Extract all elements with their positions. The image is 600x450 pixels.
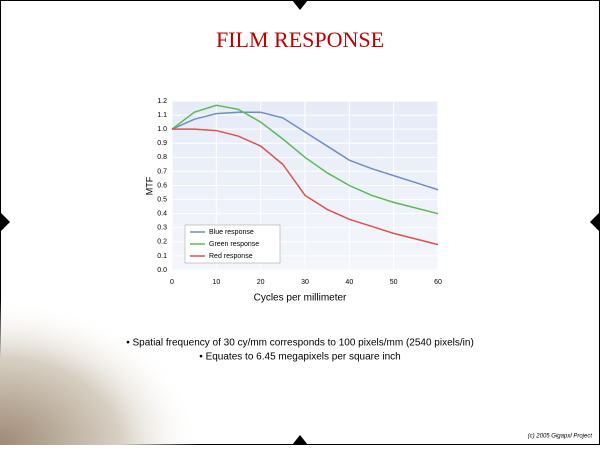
y-tick-label: 0.4 — [157, 211, 167, 218]
y-tick-label: 0.3 — [157, 225, 167, 232]
y-tick-label: 0.1 — [157, 253, 167, 260]
x-tick-label: 50 — [390, 279, 398, 286]
y-tick-label: 0.8 — [157, 154, 167, 161]
x-tick-label: 20 — [257, 279, 265, 286]
y-tick-label: 0.6 — [157, 182, 167, 189]
x-tick-label: 10 — [212, 279, 220, 286]
y-tick-label: 1.0 — [157, 126, 167, 133]
bullet: • Equates to 6.45 megapixels per square … — [199, 352, 400, 363]
legend-label: Blue response — [209, 229, 254, 236]
x-tick-label: 0 — [170, 279, 174, 286]
bullet: • Spatial frequency of 30 cy/mm correspo… — [126, 338, 474, 349]
x-tick-label: 40 — [345, 279, 353, 286]
footer: (c) 2005 Gigapxl Project — [528, 434, 593, 440]
slide-title: FILM RESPONSE — [216, 27, 384, 52]
x-axis-label: Cycles per millimeter — [254, 293, 347, 304]
y-tick-label: 1.1 — [157, 112, 167, 119]
decor-photo — [0, 300, 200, 445]
series-line — [172, 128, 439, 246]
y-tick-label: 0.2 — [157, 239, 167, 246]
y-tick-label: 1.2 — [157, 98, 167, 105]
y-tick-label: 0.9 — [157, 140, 167, 147]
y-tick-label: 0.0 — [157, 267, 167, 274]
x-tick-label: 30 — [301, 279, 309, 286]
y-tick-label: 0.7 — [157, 168, 167, 175]
y-axis-label: MTF — [144, 176, 154, 195]
y-tick-label: 0.5 — [157, 196, 167, 203]
series-line — [171, 104, 439, 215]
legend-label: Red response — [209, 253, 253, 260]
x-tick-label: 60 — [434, 279, 442, 286]
series-line — [171, 111, 439, 191]
legend-label: Green response — [209, 241, 259, 248]
